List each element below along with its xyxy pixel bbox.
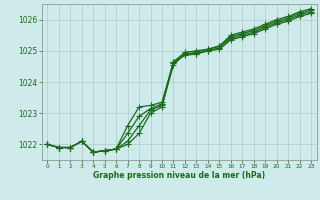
X-axis label: Graphe pression niveau de la mer (hPa): Graphe pression niveau de la mer (hPa) (93, 171, 265, 180)
